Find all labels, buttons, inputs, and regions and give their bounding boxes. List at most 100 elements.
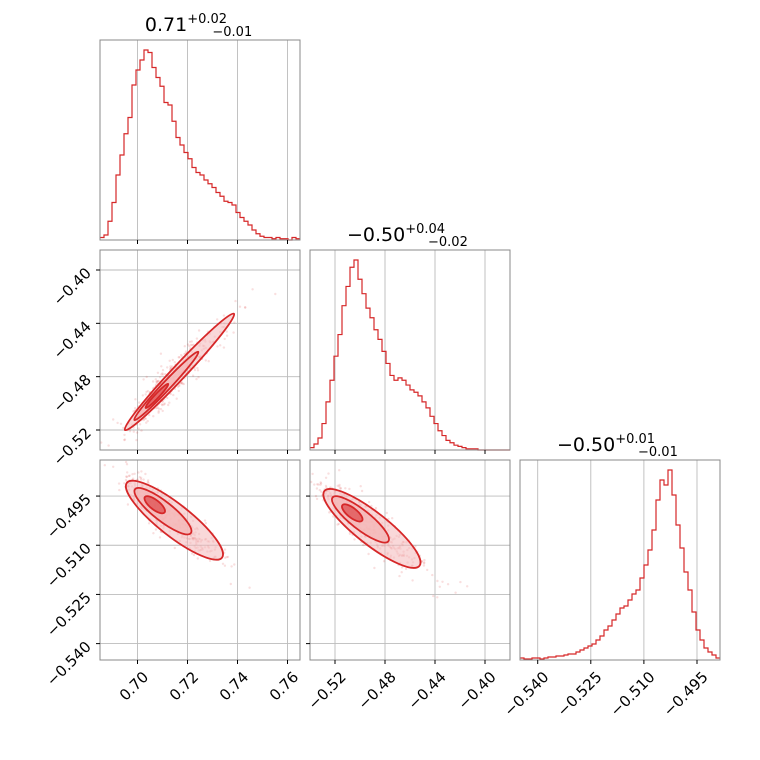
panel-frame: [99, 459, 301, 661]
sample-point: [311, 472, 314, 476]
title-minus: −0.01: [212, 25, 252, 40]
sample-point: [234, 299, 237, 303]
title-plus: +0.04: [405, 222, 445, 237]
y-tick-label-2: −0.510: [43, 539, 95, 591]
sample-point: [224, 556, 227, 559]
sample-point: [466, 585, 469, 588]
sample-point: [159, 407, 163, 411]
sample-point: [196, 366, 199, 370]
histogram-panel-3-3: −0.50+0.01−0.01 −0.540 −0.525 −0.510 −0.495: [500, 432, 721, 720]
sample-point: [169, 365, 172, 368]
sample-point: [147, 479, 150, 482]
sample-point: [133, 472, 136, 475]
sample-point: [172, 393, 175, 397]
panel-frame: [309, 459, 511, 661]
panel-title: −0.50+0.01: [557, 432, 655, 456]
sample-point: [131, 477, 135, 480]
sample-point: [157, 410, 160, 413]
sample-point: [251, 288, 254, 291]
sample-point: [325, 486, 328, 489]
sample-point: [336, 484, 339, 487]
sample-point: [173, 546, 176, 550]
sample-point: [327, 472, 330, 475]
x-tick-label-3: −0.495: [660, 668, 712, 720]
contour-inner: [144, 382, 170, 409]
sample-point: [178, 356, 181, 359]
sample-point: [177, 356, 180, 359]
sample-point: [123, 433, 126, 437]
sample-point: [152, 415, 155, 418]
sample-point: [145, 421, 148, 424]
sample-point: [438, 585, 441, 588]
sample-point: [145, 375, 148, 379]
sample-point: [382, 560, 386, 563]
sample-point: [274, 292, 277, 296]
sample-point: [432, 594, 435, 598]
sample-point: [195, 337, 199, 340]
sample-point: [233, 321, 236, 324]
sample-point: [191, 344, 194, 347]
sample-point: [168, 401, 171, 404]
sample-point: [191, 374, 195, 377]
sample-point: [230, 565, 233, 568]
sample-point: [157, 411, 160, 414]
sample-point: [161, 403, 164, 407]
title-plus: +0.01: [615, 432, 655, 447]
sample-point: [414, 545, 417, 548]
sample-point: [138, 476, 141, 479]
sample-point: [193, 368, 197, 372]
scatter-panel-3-1: −0.540−0.525−0.510−0.495 0.70 0.72 0.74 0.76: [43, 459, 302, 704]
sample-point: [398, 574, 401, 578]
sample-point: [135, 431, 139, 434]
sample-point: [204, 359, 207, 362]
sample-point: [319, 483, 322, 486]
sample-point: [225, 330, 228, 333]
sample-point: [422, 562, 426, 565]
sample-point: [116, 421, 119, 425]
contour-inner: [143, 495, 166, 515]
sample-point: [139, 478, 143, 481]
sample-point: [223, 564, 227, 567]
sample-point: [135, 438, 138, 442]
sample-point: [348, 487, 351, 491]
y-tick-label-3: −0.40: [50, 264, 95, 309]
y-tick-label-1: −0.48: [50, 371, 95, 416]
sample-point: [359, 485, 362, 488]
panel-title: −0.50+0.04: [347, 222, 445, 246]
panel-title: 0.71+0.02: [145, 12, 227, 36]
sample-point: [123, 482, 126, 485]
sample-point: [112, 418, 115, 421]
sample-point: [184, 350, 188, 353]
sample-point: [161, 409, 164, 413]
sample-point: [362, 543, 365, 547]
sample-point: [370, 504, 373, 508]
sample-point: [339, 487, 342, 490]
sample-point: [225, 555, 228, 559]
panel-frame: [99, 39, 301, 241]
sample-point: [338, 469, 341, 472]
title-value: −0.50: [347, 224, 405, 246]
sample-point: [155, 407, 158, 410]
sample-point: [221, 562, 225, 565]
sample-point: [160, 403, 164, 406]
sample-point: [208, 559, 212, 563]
histogram-panel-1-1: 0.71+0.02−0.01: [99, 12, 301, 244]
sample-point: [222, 346, 226, 349]
sample-point: [310, 480, 313, 484]
sample-point: [151, 380, 155, 383]
sample-point: [142, 418, 146, 422]
sample-point: [157, 407, 161, 410]
sample-point: [144, 393, 147, 396]
sample-point: [132, 430, 135, 433]
sample-point: [332, 515, 335, 518]
x-tick-label-1: 0.72: [166, 668, 202, 704]
sample-point: [112, 465, 115, 468]
sample-point: [164, 372, 167, 376]
sample-point: [431, 573, 434, 577]
sample-point: [161, 372, 164, 375]
sample-point: [317, 483, 320, 486]
y-tick-label-2: −0.44: [50, 317, 95, 362]
sample-point: [197, 329, 201, 332]
sample-point: [147, 522, 151, 525]
scatter-content: [103, 460, 251, 589]
